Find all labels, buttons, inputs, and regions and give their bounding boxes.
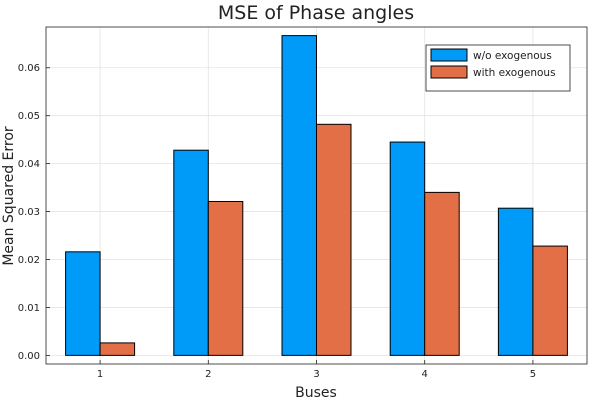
bar-without-exogenous [65, 251, 101, 356]
y-tick-label: 0.06 [18, 63, 40, 74]
legend-label: with exogenous [473, 67, 556, 79]
legend: w/o exogenous with exogenous [425, 44, 571, 92]
x-tick-label: 2 [205, 369, 211, 380]
legend-swatch [430, 48, 468, 62]
bar-with-exogenous [99, 342, 136, 356]
bar-with-exogenous [424, 191, 460, 356]
y-tick-label: 0.05 [18, 111, 40, 122]
x-tick-label: 4 [422, 369, 428, 380]
legend-swatch [430, 65, 468, 79]
y-tick-label: 0.01 [18, 303, 40, 314]
x-axis-label: Buses [295, 385, 337, 400]
ticks-layer: 0.00 0.01 0.02 0.03 0.04 0.05 0.06 1 2 3 4 5 [18, 63, 536, 380]
x-tick-label: 5 [530, 369, 536, 380]
chart-title: MSE of Phase angles [218, 2, 414, 24]
bars-layer [65, 35, 568, 356]
bar-without-exogenous [173, 149, 209, 356]
y-tick-label: 0.00 [18, 351, 40, 362]
bar-without-exogenous [497, 207, 534, 356]
bar-without-exogenous [389, 141, 426, 356]
legend-label: w/o exogenous [473, 50, 552, 62]
y-axis-label: Mean Squared Error [1, 126, 17, 266]
x-tick-label: 3 [313, 369, 319, 380]
y-tick-label: 0.04 [18, 159, 40, 170]
bar-with-exogenous [207, 200, 244, 356]
bar-with-exogenous [316, 123, 352, 356]
bar-without-exogenous [281, 35, 317, 356]
x-tick-label: 1 [97, 369, 103, 380]
y-tick-label: 0.03 [18, 207, 40, 218]
bar-with-exogenous [532, 245, 568, 356]
y-tick-label: 0.02 [18, 255, 40, 266]
